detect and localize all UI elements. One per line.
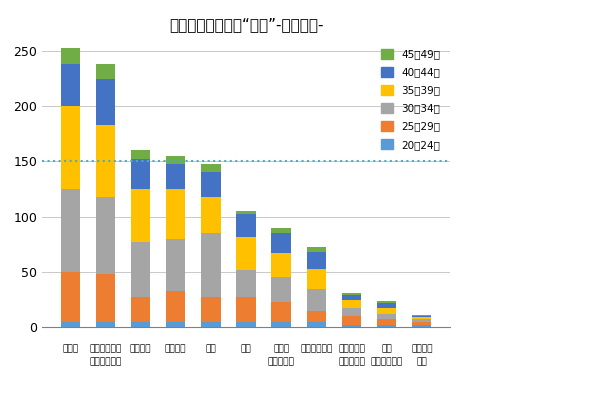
Bar	[307, 288, 326, 310]
Bar	[131, 297, 150, 322]
Bar	[271, 233, 291, 253]
Bar	[412, 320, 431, 322]
Bar	[166, 239, 185, 291]
Bar	[201, 172, 221, 197]
Bar	[236, 215, 256, 237]
Bar	[412, 317, 431, 320]
Text: 特にない: 特にない	[411, 344, 433, 353]
Bar	[131, 322, 150, 327]
Text: トイレ: トイレ	[62, 344, 78, 353]
Bar	[201, 233, 221, 297]
Text: 洗面所: 洗面所	[273, 344, 289, 353]
Bar	[307, 310, 326, 322]
Text: 寝室: 寝室	[205, 344, 216, 353]
Bar	[96, 64, 115, 79]
Bar	[201, 197, 221, 233]
Bar	[201, 322, 221, 327]
Bar	[412, 316, 431, 317]
Bar	[236, 322, 256, 327]
Bar	[61, 47, 80, 64]
Bar	[377, 301, 396, 303]
Bar	[377, 303, 396, 308]
Bar	[307, 269, 326, 288]
Bar	[96, 274, 115, 322]
Bar	[342, 325, 361, 327]
Bar	[61, 189, 80, 272]
Bar	[412, 315, 431, 316]
Bar	[236, 211, 256, 215]
Bar	[307, 322, 326, 327]
Bar	[342, 300, 361, 308]
Bar	[271, 302, 291, 322]
Bar	[377, 320, 396, 325]
Text: モア: モア	[416, 358, 427, 367]
Bar	[201, 297, 221, 322]
Text: 部屋の空間: 部屋の空間	[268, 358, 295, 367]
Text: その他の部屋: その他の部屋	[371, 358, 403, 367]
Bar	[96, 322, 115, 327]
Bar	[412, 322, 431, 325]
Bar	[96, 197, 115, 274]
Bar	[377, 325, 396, 327]
Bar	[236, 237, 256, 270]
Text: キッチン: キッチン	[165, 344, 187, 353]
Bar	[377, 308, 396, 314]
Bar	[342, 308, 361, 316]
Bar	[236, 270, 256, 297]
Bar	[236, 297, 256, 322]
Text: 子ども部屋: 子ども部屋	[338, 358, 365, 367]
Bar	[131, 189, 150, 242]
Bar	[342, 293, 361, 295]
Text: 玩関・下駄笥: 玩関・下駄笥	[89, 344, 121, 353]
Text: クローゼット: クローゼット	[300, 344, 332, 353]
Text: 客間: 客間	[381, 344, 392, 353]
Bar	[61, 322, 80, 327]
Bar	[96, 79, 115, 125]
Bar	[131, 159, 150, 189]
Bar	[166, 322, 185, 327]
Bar	[96, 125, 115, 197]
Title: ニオイが気になる“場所”-複数回答-: ニオイが気になる“場所”-複数回答-	[169, 17, 323, 32]
Text: リビング: リビング	[130, 344, 151, 353]
Bar	[377, 314, 396, 320]
Bar	[271, 228, 291, 233]
Bar	[61, 106, 80, 189]
Bar	[271, 277, 291, 302]
Bar	[271, 322, 291, 327]
Bar	[307, 247, 326, 252]
Legend: 45〜49歳, 40〜44歳, 35〜39歳, 30〜34歳, 25〜29歳, 20〜24歳: 45〜49歳, 40〜44歳, 35〜39歳, 30〜34歳, 25〜29歳, …	[377, 45, 445, 154]
Bar	[166, 291, 185, 322]
Bar	[61, 64, 80, 106]
Text: 浴室: 浴室	[241, 344, 251, 353]
Bar	[307, 252, 326, 269]
Text: 子ども部屋: 子ども部屋	[338, 344, 365, 353]
Bar	[166, 164, 185, 189]
Bar	[61, 272, 80, 322]
Bar	[201, 164, 221, 172]
Bar	[166, 156, 185, 164]
Bar	[166, 189, 185, 239]
Bar	[271, 253, 291, 277]
Text: 玩関・下駄笥: 玩関・下駄笥	[89, 358, 121, 367]
Bar	[131, 150, 150, 159]
Bar	[342, 295, 361, 300]
Bar	[342, 316, 361, 325]
Bar	[412, 325, 431, 327]
Bar	[131, 242, 150, 297]
